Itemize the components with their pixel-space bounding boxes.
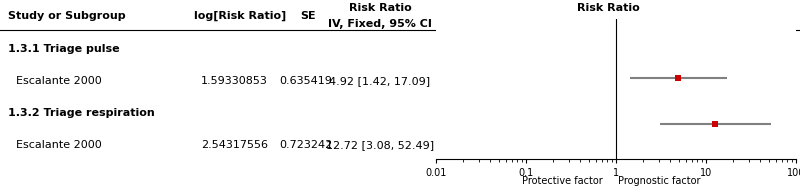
Text: Escalante 2000: Escalante 2000 — [16, 140, 102, 151]
Text: 1.3.1 Triage pulse: 1.3.1 Triage pulse — [8, 43, 120, 54]
Text: 12.72 [3.08, 52.49]: 12.72 [3.08, 52.49] — [326, 140, 434, 151]
Text: Risk Ratio: Risk Ratio — [349, 3, 411, 13]
Text: 1.3.2 Triage respiration: 1.3.2 Triage respiration — [8, 108, 154, 118]
Text: 2.54317556: 2.54317556 — [201, 140, 268, 151]
Text: 1.59330853: 1.59330853 — [201, 76, 268, 86]
Text: SE: SE — [300, 11, 316, 21]
Text: IV, Fixed, 95% CI: IV, Fixed, 95% CI — [328, 19, 432, 29]
Text: Prognostic factor: Prognostic factor — [618, 176, 701, 186]
Text: log[Risk Ratio]: log[Risk Ratio] — [194, 11, 286, 21]
Text: Study or Subgroup: Study or Subgroup — [8, 11, 126, 21]
Text: 4.92 [1.42, 17.09]: 4.92 [1.42, 17.09] — [330, 76, 430, 86]
Text: Risk Ratio: Risk Ratio — [577, 3, 639, 13]
Text: 0.723242: 0.723242 — [278, 140, 332, 151]
Text: Escalante 2000: Escalante 2000 — [16, 76, 102, 86]
Text: Protective factor: Protective factor — [522, 176, 602, 186]
Text: 0.635419: 0.635419 — [279, 76, 332, 86]
Text: IV, Fixed, 95% CI: IV, Fixed, 95% CI — [556, 19, 660, 29]
